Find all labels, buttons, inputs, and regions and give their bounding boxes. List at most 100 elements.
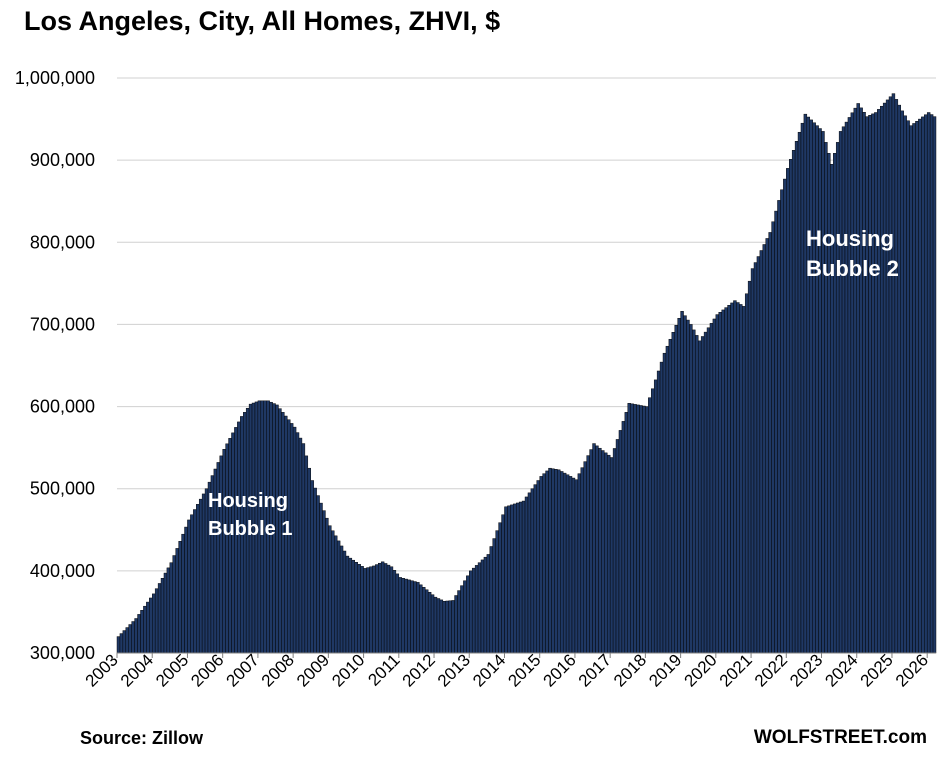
bar [184, 526, 188, 654]
y-tick-labels: 300,000 400,000 500,000 600,000 700,000 800,0… [15, 68, 95, 663]
bar [786, 168, 790, 654]
annotations: Housing Bubble 1 Housing Bubble 2 [208, 226, 899, 540]
bar [157, 583, 162, 654]
bar [771, 221, 775, 654]
bar [812, 122, 816, 654]
bar [172, 555, 176, 654]
bar [601, 450, 605, 654]
x-tick-label: 2015 [504, 650, 544, 690]
bar [653, 379, 658, 654]
bar [747, 280, 752, 654]
bar [442, 601, 447, 654]
x-tick-label: 2021 [716, 650, 756, 690]
bar [169, 562, 174, 654]
bar [351, 559, 356, 654]
y-tick-label: 400,000 [30, 561, 95, 581]
bar [516, 502, 520, 654]
bar [874, 112, 878, 654]
bar [457, 590, 461, 654]
bar [932, 116, 937, 654]
bar [225, 443, 229, 654]
bar [557, 469, 561, 654]
bar [389, 566, 394, 654]
bar [733, 300, 737, 654]
bar [386, 564, 391, 654]
bar [847, 117, 852, 654]
bar [736, 302, 740, 654]
bar [539, 476, 543, 654]
bar [143, 605, 147, 654]
bar [152, 593, 156, 654]
bar [178, 541, 182, 654]
bar [671, 332, 675, 654]
bar [483, 556, 488, 654]
x-tick-label: 2004 [117, 650, 157, 690]
annotation-text: Bubble 1 [208, 518, 292, 540]
bar [598, 447, 602, 654]
bar [354, 562, 358, 654]
bar [639, 405, 643, 654]
annotation-text: Bubble 2 [806, 256, 899, 281]
bar [313, 487, 317, 654]
x-tick-label: 2024 [821, 650, 861, 690]
bar [595, 445, 599, 654]
brand-label: WOLFSTREET.com [753, 727, 927, 748]
bar [853, 107, 857, 654]
y-tick-label: 700,000 [30, 314, 95, 334]
bar [753, 262, 758, 654]
x-tick-label: 2011 [364, 650, 403, 689]
bar [422, 587, 426, 654]
bar [692, 329, 696, 654]
bar [201, 493, 206, 654]
bar [742, 306, 746, 654]
bar [513, 503, 517, 654]
bar [659, 361, 664, 654]
bar [425, 589, 429, 654]
bar [565, 474, 570, 654]
bar [744, 293, 749, 654]
bar [181, 533, 185, 654]
bar [791, 150, 796, 654]
bar [366, 567, 370, 654]
bar [856, 103, 860, 654]
bar [921, 116, 925, 654]
bar [607, 454, 611, 654]
x-tick-labels: 2003200420052006200720082009201020112012… [82, 650, 932, 690]
bar [466, 575, 470, 654]
bar [621, 421, 626, 654]
bar [651, 388, 655, 654]
annotation-text: Housing [208, 490, 288, 512]
bar [765, 238, 769, 654]
bar [715, 314, 720, 654]
bar [818, 128, 822, 654]
bar [648, 397, 652, 654]
bar [774, 210, 778, 654]
bar [562, 472, 567, 654]
bar [835, 142, 840, 654]
bar [416, 582, 420, 654]
bar [909, 125, 913, 654]
x-tick-label: 2018 [610, 650, 650, 690]
bar [328, 525, 332, 654]
bar [656, 370, 661, 654]
y-tick-label: 500,000 [30, 479, 95, 499]
bar [345, 555, 350, 654]
x-tick-label: 2025 [857, 650, 897, 690]
bar [166, 567, 171, 654]
bar [398, 577, 402, 654]
bar [718, 312, 722, 654]
bar [489, 546, 493, 654]
bar [809, 119, 813, 654]
bar [780, 189, 784, 654]
x-tick-label: 2012 [399, 650, 439, 690]
bar [618, 430, 623, 654]
bar [348, 557, 353, 654]
bar [800, 122, 805, 654]
x-tick-label: 2019 [645, 650, 685, 690]
bar [530, 488, 535, 654]
bar [545, 470, 549, 654]
bar [427, 591, 432, 654]
bar [433, 596, 438, 654]
x-tick-label: 2022 [751, 650, 791, 690]
bar [190, 514, 194, 654]
